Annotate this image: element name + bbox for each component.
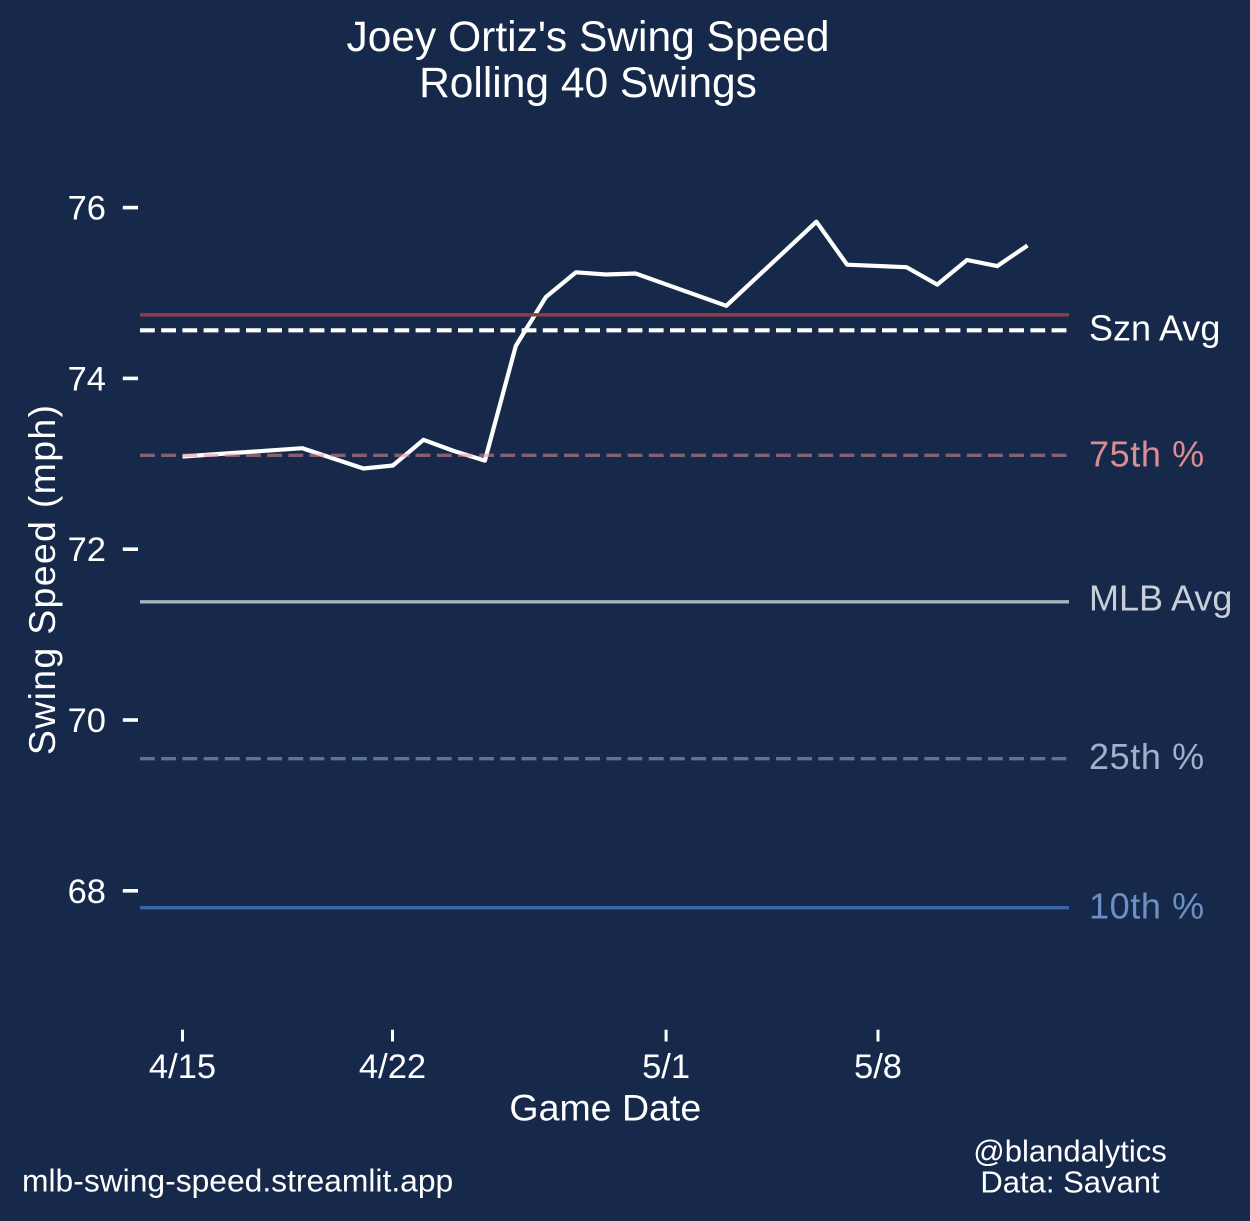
svg-text:MLB Avg: MLB Avg	[1089, 578, 1232, 619]
svg-text:Swing Speed (mph): Swing Speed (mph)	[21, 404, 63, 755]
svg-text:5/1: 5/1	[642, 1048, 690, 1086]
svg-text:75th %: 75th %	[1089, 434, 1205, 475]
svg-text:Rolling 40 Swings: Rolling 40 Swings	[419, 60, 757, 107]
svg-text:5/8: 5/8	[854, 1048, 902, 1086]
svg-text:25th %: 25th %	[1089, 736, 1205, 777]
svg-text:74: 74	[68, 360, 106, 398]
svg-text:Game Date: Game Date	[509, 1087, 701, 1129]
svg-text:10th %: 10th %	[1089, 886, 1205, 927]
svg-text:68: 68	[68, 873, 106, 911]
svg-text:70: 70	[68, 702, 106, 740]
svg-text:76: 76	[68, 190, 106, 228]
svg-text:Joey Ortiz's Swing Speed: Joey Ortiz's Swing Speed	[347, 14, 830, 61]
svg-text:Szn Avg: Szn Avg	[1089, 307, 1220, 348]
svg-text:4/15: 4/15	[149, 1048, 216, 1086]
svg-text:@blandalytics: @blandalytics	[973, 1134, 1166, 1169]
svg-text:Data: Savant: Data: Savant	[980, 1165, 1160, 1200]
svg-text:mlb-swing-speed.streamlit.app: mlb-swing-speed.streamlit.app	[22, 1163, 453, 1199]
svg-text:4/22: 4/22	[359, 1048, 426, 1086]
svg-text:72: 72	[68, 531, 106, 569]
